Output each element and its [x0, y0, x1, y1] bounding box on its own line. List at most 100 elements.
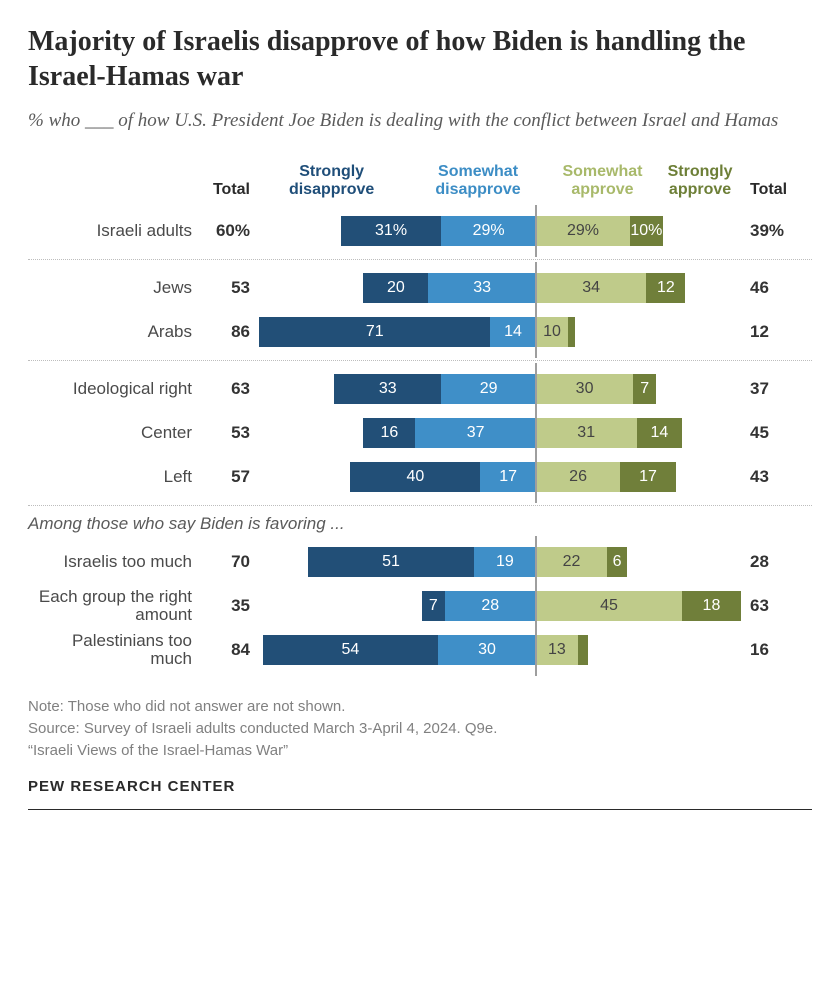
- approve-stack: 10: [536, 317, 575, 347]
- bar-area: 5119226: [256, 540, 744, 584]
- total-disapprove: 86: [200, 322, 256, 342]
- total-disapprove: 53: [200, 423, 256, 443]
- total-approve: 12: [744, 322, 800, 342]
- row-label: Arabs: [28, 323, 200, 342]
- group-divider: [28, 360, 812, 361]
- bar-area: 7284518: [256, 584, 744, 628]
- axis-line: [535, 306, 537, 358]
- seg-strongly-disapprove: 7: [422, 591, 445, 621]
- seg-strongly-disapprove: 20: [363, 273, 428, 303]
- seg-strongly-approve: [578, 635, 588, 665]
- seg-somewhat-approve: 26: [536, 462, 621, 492]
- seg-strongly-disapprove: 71: [259, 317, 490, 347]
- seg-somewhat-disapprove: 19: [474, 547, 536, 577]
- row-label: Palestinians too much: [28, 632, 200, 669]
- seg-somewhat-disapprove: 29%: [441, 216, 535, 246]
- seg-strongly-approve: 12: [646, 273, 685, 303]
- bar-area: 3329307: [256, 367, 744, 411]
- seg-strongly-disapprove: 54: [263, 635, 439, 665]
- seg-strongly-disapprove: 51: [308, 547, 474, 577]
- seg-somewhat-disapprove: 30: [438, 635, 536, 665]
- chart-row: Ideological right63332930737: [28, 367, 812, 411]
- approve-stack: 3412: [536, 273, 686, 303]
- seg-strongly-disapprove: 33: [334, 374, 441, 404]
- brand: PEW RESEARCH CENTER: [28, 778, 812, 795]
- bar-area: 20333412: [256, 266, 744, 310]
- disapprove-stack: 2033: [363, 273, 535, 303]
- total-approve: 39%: [744, 221, 800, 241]
- disapprove-stack: 31%29%: [341, 216, 536, 246]
- seg-strongly-disapprove: 16: [363, 418, 415, 448]
- bottom-rule: [28, 809, 812, 810]
- disapprove-stack: 5430: [263, 635, 536, 665]
- total-disapprove: 57: [200, 467, 256, 487]
- approve-stack: 307: [536, 374, 656, 404]
- bar-area: 31%29%29%10%: [256, 209, 744, 253]
- disapprove-stack: 728: [422, 591, 536, 621]
- seg-strongly-approve: 6: [607, 547, 627, 577]
- total-approve: 16: [744, 640, 800, 660]
- chart-row: Left574017261743: [28, 455, 812, 499]
- header-total-left: Total: [200, 181, 256, 199]
- bar-area: 711410: [256, 310, 744, 354]
- seg-somewhat-approve: 34: [536, 273, 647, 303]
- row-label: Each group the right amount: [28, 588, 200, 625]
- total-approve: 28: [744, 552, 800, 572]
- bar-area: 40172617: [256, 455, 744, 499]
- approve-stack: 226: [536, 547, 627, 577]
- chart-row: Center531637311445: [28, 411, 812, 455]
- seg-somewhat-disapprove: 28: [445, 591, 536, 621]
- header-strongly-disapprove: Strongly disapprove: [256, 163, 407, 200]
- row-label: Israelis too much: [28, 553, 200, 572]
- header-somewhat-approve: Somewhat approve: [549, 163, 656, 200]
- total-disapprove: 84: [200, 640, 256, 660]
- axis-line: [535, 624, 537, 676]
- footnote-note: Note: Those who did not answer are not s…: [28, 696, 812, 718]
- bar-area: 543013: [256, 628, 744, 672]
- seg-somewhat-approve: 13: [536, 635, 578, 665]
- seg-somewhat-disapprove: 33: [428, 273, 535, 303]
- seg-somewhat-disapprove: 17: [480, 462, 535, 492]
- total-disapprove: 35: [200, 596, 256, 616]
- chart-title: Majority of Israelis disapprove of how B…: [28, 24, 812, 94]
- disapprove-stack: 1637: [363, 418, 535, 448]
- row-label: Left: [28, 468, 200, 487]
- seg-somewhat-approve: 10: [536, 317, 569, 347]
- footnote-report: “Israeli Views of the Israel-Hamas War”: [28, 740, 812, 762]
- seg-somewhat-approve: 29%: [536, 216, 630, 246]
- chart-row: Arabs8671141012: [28, 310, 812, 354]
- row-label: Jews: [28, 279, 200, 298]
- chart-row: Each group the right amount35728451863: [28, 584, 812, 628]
- seg-somewhat-approve: 30: [536, 374, 634, 404]
- seg-somewhat-disapprove: 29: [441, 374, 535, 404]
- section-note: Among those who say Biden is favoring ..…: [28, 514, 812, 534]
- seg-strongly-approve: 14: [637, 418, 683, 448]
- chart-row: Palestinians too much8454301316: [28, 628, 812, 672]
- bar-area: 16373114: [256, 411, 744, 455]
- seg-strongly-approve: 18: [682, 591, 741, 621]
- approve-stack: 3114: [536, 418, 682, 448]
- total-disapprove: 70: [200, 552, 256, 572]
- row-label: Israeli adults: [28, 222, 200, 241]
- header-total-right: Total: [744, 181, 800, 199]
- chart-row: Jews532033341246: [28, 266, 812, 310]
- axis-line: [535, 205, 537, 257]
- total-disapprove: 60%: [200, 221, 256, 241]
- group-divider: [28, 259, 812, 260]
- total-approve: 37: [744, 379, 800, 399]
- seg-somewhat-disapprove: 14: [490, 317, 536, 347]
- chart-subtitle: % who ___ of how U.S. President Joe Bide…: [28, 108, 812, 135]
- group-divider: [28, 505, 812, 506]
- diverging-bar-chart: Total Strongly disapprove Somewhat disap…: [28, 163, 812, 673]
- approve-stack: 2617: [536, 462, 676, 492]
- seg-strongly-approve: 17: [620, 462, 675, 492]
- total-approve: 45: [744, 423, 800, 443]
- approve-stack: 4518: [536, 591, 741, 621]
- disapprove-stack: 5119: [308, 547, 536, 577]
- disapprove-stack: 3329: [334, 374, 536, 404]
- total-disapprove: 53: [200, 278, 256, 298]
- seg-strongly-approve: 10%: [630, 216, 663, 246]
- seg-strongly-approve: [568, 317, 575, 347]
- header-somewhat-disapprove: Somewhat disapprove: [407, 163, 549, 200]
- row-label: Center: [28, 424, 200, 443]
